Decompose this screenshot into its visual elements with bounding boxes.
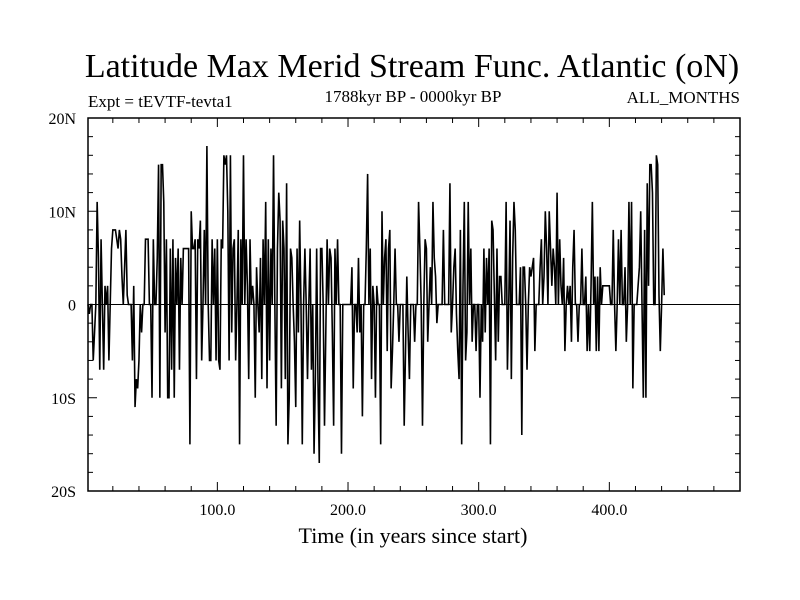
x-tick-label: 200.0	[330, 502, 366, 519]
period-label: 1788kyr BP - 0000kyr BP	[325, 87, 502, 106]
experiment-label: Expt = tEVTF-tevta1	[88, 92, 233, 111]
x-tick-label: 300.0	[461, 502, 497, 519]
x-tick-label: 400.0	[591, 502, 627, 519]
y-tick-label: 10N	[48, 204, 76, 221]
series-group	[87, 145, 666, 464]
months-label: ALL_MONTHS	[627, 88, 740, 107]
series-line	[87, 145, 666, 464]
plot-area	[87, 117, 741, 492]
x-axis: 100.0 200.0 300.0 400.0	[112, 118, 715, 519]
y-tick-label: 10S	[51, 391, 76, 408]
chart-title: Latitude Max Merid Stream Func. Atlantic…	[85, 48, 739, 85]
y-axis: 20N 10N 0 10S 20S	[48, 111, 740, 501]
y-tick-label: 20N	[48, 111, 76, 128]
y-tick-label: 0	[68, 298, 76, 315]
x-tick-label: 100.0	[199, 502, 235, 519]
x-axis-label: Time (in years since start)	[299, 523, 528, 548]
y-tick-label: 20S	[51, 484, 76, 501]
